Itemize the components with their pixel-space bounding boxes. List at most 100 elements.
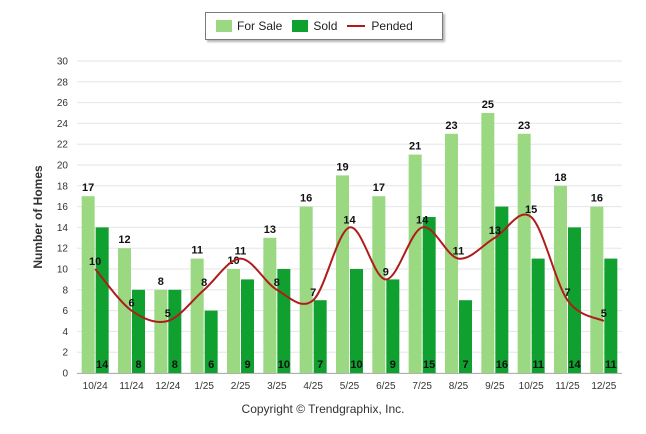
x-tick-label: 4/25 (303, 381, 323, 392)
y-tick-label: 14 (57, 223, 69, 234)
bar-sold (350, 269, 363, 373)
bar-sold (132, 289, 145, 373)
data-label-sold: 16 (496, 359, 508, 371)
data-label-sold: 7 (317, 359, 323, 371)
x-tick-label: 7/25 (412, 381, 432, 392)
data-label-pended: 11 (453, 246, 465, 258)
data-label-pended: 14 (416, 214, 429, 226)
x-tick-label: 11/24 (119, 381, 144, 392)
bar-for-sale (372, 196, 386, 373)
data-label-sold: 11 (605, 359, 617, 371)
bar-sold (386, 279, 400, 373)
data-label-sold: 11 (532, 359, 544, 371)
bar-for-sale (408, 154, 422, 373)
y-tick-label: 0 (62, 369, 68, 380)
data-label-for-sale: 11 (191, 245, 203, 257)
y-tick-label: 10 (57, 265, 69, 276)
bar-sold (168, 289, 182, 373)
data-label-sold: 10 (350, 359, 362, 371)
y-tick-label: 30 (57, 57, 69, 68)
data-label-pended: 14 (343, 214, 356, 226)
data-label-for-sale: 16 (591, 193, 603, 205)
bar-for-sale (263, 237, 277, 373)
x-tick-label: 5/25 (340, 381, 360, 392)
bar-sold (568, 227, 581, 373)
legend-item-for-sale[interactable]: For Sale (216, 19, 282, 33)
y-tick-label: 24 (57, 119, 69, 130)
data-label-for-sale: 8 (158, 276, 164, 288)
data-label-for-sale: 13 (264, 224, 276, 236)
y-tick-label: 8 (62, 285, 68, 296)
x-tick-label: 11/25 (555, 381, 580, 392)
x-tick-label: 8/25 (449, 381, 469, 392)
bar-for-sale (590, 206, 604, 373)
data-label-pended: 6 (128, 298, 134, 310)
data-label-for-sale: 23 (518, 120, 530, 132)
data-label-pended: 8 (201, 277, 207, 289)
data-label-sold: 15 (423, 359, 435, 371)
data-label-for-sale: 16 (300, 193, 312, 205)
bar-sold (459, 300, 472, 373)
bar-for-sale (227, 269, 240, 373)
legend-item-pended[interactable]: Pended (347, 19, 413, 33)
x-tick-label: 12/25 (591, 381, 616, 392)
data-label-for-sale: 21 (409, 141, 421, 153)
data-label-sold: 9 (244, 359, 250, 371)
pended-line (94, 213, 605, 324)
x-tick-label: 10/25 (519, 381, 544, 392)
y-tick-label: 6 (62, 306, 68, 317)
data-label-sold: 14 (568, 359, 581, 371)
bar-for-sale (554, 185, 567, 373)
bar-sold (241, 279, 254, 373)
data-label-sold: 9 (390, 359, 396, 371)
data-label-for-sale: 18 (554, 172, 566, 184)
y-tick-label: 28 (57, 77, 69, 88)
bar-for-sale (299, 206, 313, 373)
y-tick-label: 2 (62, 348, 68, 359)
bar-for-sale (118, 248, 131, 373)
bar-sold (495, 206, 509, 373)
data-label-sold: 14 (96, 359, 109, 371)
legend-item-sold[interactable]: Sold (292, 19, 337, 33)
data-label-pended: 5 (165, 308, 171, 320)
data-label-pended: 8 (274, 277, 280, 289)
data-label-pended: 11 (235, 246, 247, 258)
legend-label-sold: Sold (313, 19, 338, 33)
y-tick-label: 12 (57, 244, 69, 255)
bar-sold (531, 258, 545, 373)
data-label-sold: 7 (462, 359, 468, 371)
bar-sold (95, 227, 109, 373)
copyright-text: Copyright © Trendgraphix, Inc. (241, 402, 405, 416)
data-label-sold: 10 (278, 359, 290, 371)
bar-sold (277, 269, 291, 373)
x-tick-label: 3/25 (267, 381, 287, 392)
legend-line-pended (347, 25, 366, 27)
data-label-pended: 9 (383, 266, 389, 278)
y-tick-label: 4 (62, 327, 68, 338)
bar-sold (313, 300, 327, 373)
bar-for-sale (336, 175, 349, 373)
x-tick-label: 10/24 (83, 381, 108, 392)
data-label-pended: 7 (310, 287, 316, 299)
x-tick-label: 12/24 (155, 381, 180, 392)
data-label-pended: 10 (89, 256, 101, 268)
x-tick-label: 2/25 (231, 381, 251, 392)
data-label-for-sale: 19 (336, 161, 348, 173)
y-tick-label: 16 (57, 202, 69, 213)
x-tick-label: 9/25 (485, 381, 505, 392)
data-label-for-sale: 12 (118, 234, 130, 246)
legend-label-pended: Pended (371, 19, 413, 33)
data-label-sold: 8 (172, 359, 178, 371)
legend-label-for-sale: For Sale (237, 19, 283, 33)
bar-sold (604, 258, 618, 373)
bar-for-sale (517, 133, 531, 373)
y-tick-label: 22 (57, 140, 69, 151)
data-label-pended: 5 (601, 308, 607, 320)
data-label-pended: 7 (564, 287, 570, 299)
bar-for-sale (154, 289, 168, 373)
data-label-for-sale: 23 (445, 120, 457, 132)
legend-swatch-for-sale (216, 20, 232, 32)
data-label-pended: 15 (525, 204, 537, 216)
x-tick-label: 6/25 (376, 381, 396, 392)
